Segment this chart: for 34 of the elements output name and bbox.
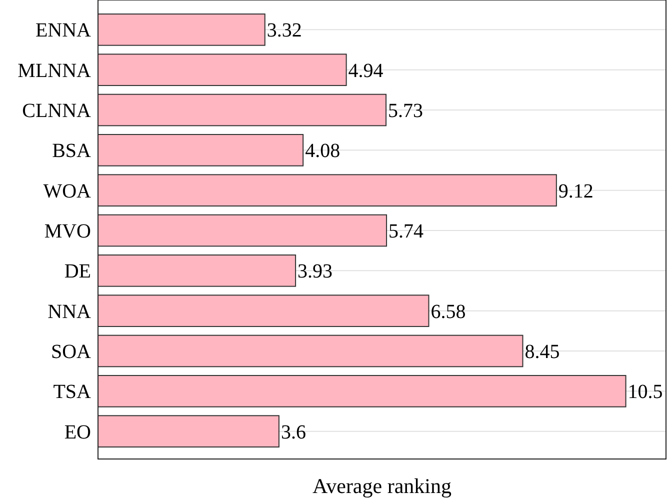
- data-label: 10.5: [628, 381, 663, 404]
- data-label: 3.93: [298, 260, 333, 283]
- y-tick-label: CLNNA: [22, 100, 92, 122]
- y-tick-label: MLNNA: [18, 60, 92, 82]
- data-label: 9.12: [558, 180, 594, 202]
- y-tick-label: EO: [64, 421, 91, 444]
- bar: [98, 54, 347, 86]
- data-label: 4.94: [348, 60, 384, 82]
- data-label: 4.08: [305, 140, 340, 162]
- y-tick-label: ENNA: [35, 20, 92, 42]
- bar: [98, 374, 626, 408]
- y-tick-label: WOA: [43, 180, 92, 202]
- data-label: 3.32: [266, 20, 302, 42]
- bar: [98, 334, 524, 368]
- y-tick-label: SOA: [50, 340, 92, 363]
- bar: [98, 415, 280, 448]
- bar: [98, 94, 387, 126]
- data-label: 5.73: [388, 100, 424, 122]
- bar: [98, 14, 266, 46]
- y-tick-label: DE: [64, 260, 91, 283]
- bar: [98, 254, 296, 287]
- bar: [98, 174, 557, 206]
- y-tick-label: TSA: [53, 381, 92, 404]
- y-tick-label: BSA: [52, 140, 92, 162]
- bar: [98, 214, 388, 247]
- data-label: 5.74: [388, 220, 424, 242]
- x-axis-title: Average ranking: [312, 474, 452, 498]
- bar: [98, 294, 430, 327]
- data-label: 8.45: [524, 340, 560, 363]
- data-label: 3.6: [280, 421, 306, 444]
- bar: [98, 134, 304, 166]
- data-label: 6.58: [430, 300, 466, 323]
- y-tick-label: NNA: [48, 300, 92, 323]
- y-tick-label: MVO: [44, 220, 91, 242]
